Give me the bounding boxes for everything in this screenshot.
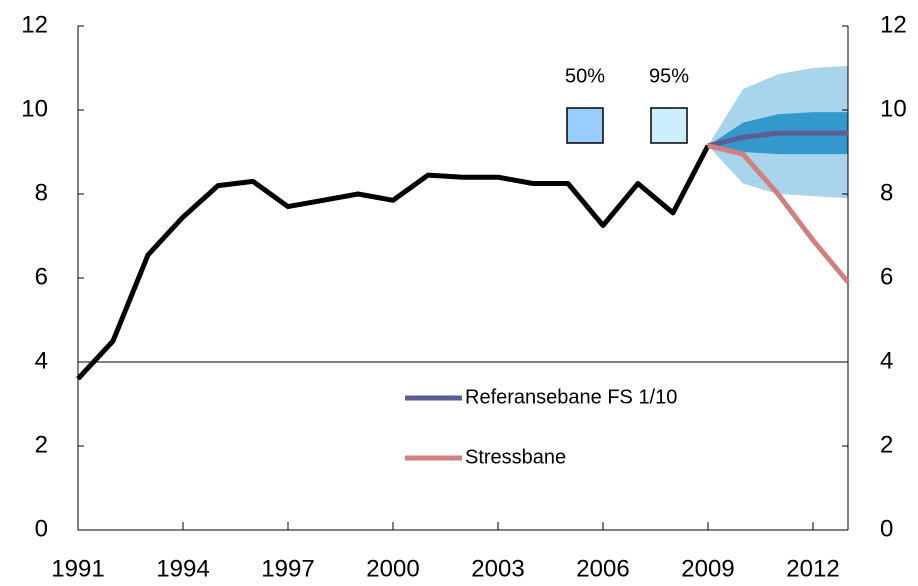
x-tick-label: 1991 [51,555,104,582]
y2-tick-label: 0 [880,515,893,542]
series-line [707,143,850,284]
legend-label: 95% [649,65,689,87]
y2-tick-label: 10 [880,95,907,122]
x-tick-label: 2009 [681,555,734,582]
x-tick-label: 1994 [156,555,209,582]
y-tick-label: 0 [35,515,48,542]
y2-tick-label: 4 [880,347,893,374]
y-tick-label: 8 [35,179,48,206]
x-tick-label: 2012 [786,555,839,582]
legend-swatch [566,107,604,144]
legend-label: Referansebane FS 1/10 [465,386,677,408]
x-tick-label: 2003 [471,555,524,582]
legend-label: 50% [565,65,605,87]
legend-swatch [650,107,688,144]
y-tick-label: 10 [21,95,48,122]
y-tick-label: 12 [21,11,48,38]
y-tick-label: 2 [35,431,48,458]
y-tick-label: 4 [35,347,48,374]
x-tick-label: 2000 [366,555,419,582]
y2-tick-label: 8 [880,179,893,206]
x-tick-label: 2006 [576,555,629,582]
y2-tick-label: 6 [880,263,893,290]
series-line [76,144,711,381]
series-line [707,130,848,149]
y-tick-label: 6 [35,263,48,290]
legend-label: Stressbane [465,446,566,468]
y2-tick-label: 2 [880,431,893,458]
x-tick-label: 1997 [261,555,314,582]
y2-tick-label: 12 [880,11,907,38]
